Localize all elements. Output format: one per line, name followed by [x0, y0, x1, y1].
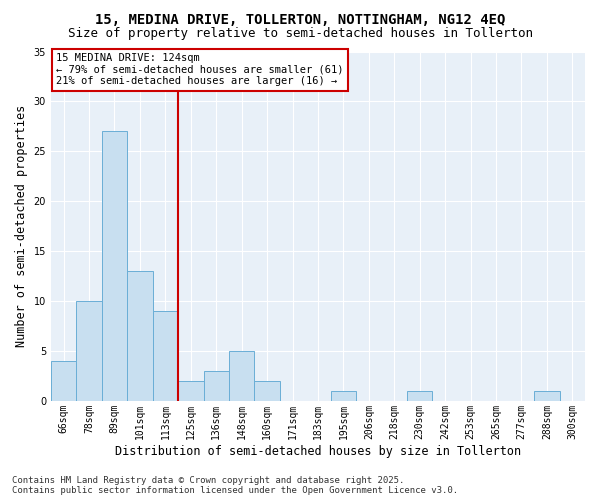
- Bar: [51, 361, 76, 401]
- Bar: [102, 132, 127, 401]
- Bar: [203, 371, 229, 401]
- Bar: [254, 381, 280, 401]
- Text: Size of property relative to semi-detached houses in Tollerton: Size of property relative to semi-detach…: [67, 28, 533, 40]
- X-axis label: Distribution of semi-detached houses by size in Tollerton: Distribution of semi-detached houses by …: [115, 444, 521, 458]
- Bar: [127, 271, 152, 401]
- Bar: [331, 391, 356, 401]
- Text: 15 MEDINA DRIVE: 124sqm
← 79% of semi-detached houses are smaller (61)
21% of se: 15 MEDINA DRIVE: 124sqm ← 79% of semi-de…: [56, 53, 344, 86]
- Bar: [407, 391, 433, 401]
- Y-axis label: Number of semi-detached properties: Number of semi-detached properties: [15, 105, 28, 348]
- Bar: [76, 301, 102, 401]
- Bar: [229, 351, 254, 401]
- Bar: [178, 381, 203, 401]
- Text: 15, MEDINA DRIVE, TOLLERTON, NOTTINGHAM, NG12 4EQ: 15, MEDINA DRIVE, TOLLERTON, NOTTINGHAM,…: [95, 12, 505, 26]
- Text: Contains HM Land Registry data © Crown copyright and database right 2025.
Contai: Contains HM Land Registry data © Crown c…: [12, 476, 458, 495]
- Bar: [152, 311, 178, 401]
- Bar: [534, 391, 560, 401]
